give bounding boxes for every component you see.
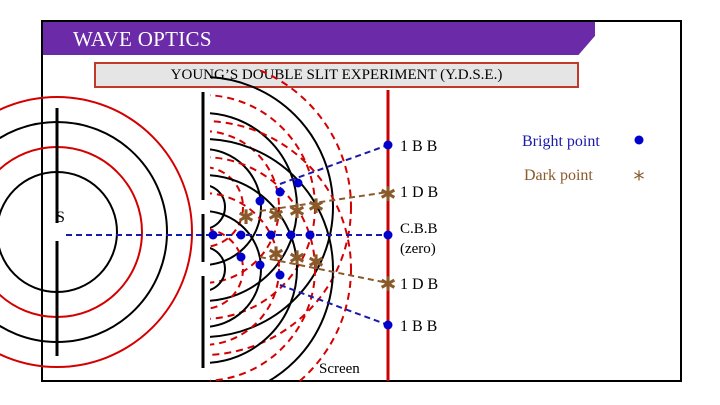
screen-label: Screen [319,361,360,377]
fringe-label-lower-bright: 1 B B [400,318,437,335]
fringe-label-upper-dark: 1 D B [400,184,438,201]
bright-point [305,230,315,240]
bright-point [236,230,246,240]
dark-point: ✱ [380,272,397,296]
bright-point [266,230,276,240]
bright-point [236,252,246,262]
dark-point: ✱ [289,199,306,223]
dark-point: ✱ [308,194,325,218]
ray-lower-bright [279,284,389,326]
legend: Bright point Dark point * [522,133,645,193]
slit-crest-arc [210,247,226,291]
slit-trough-arc [210,120,352,382]
bright-point [383,230,393,240]
dark-point: ✱ [289,246,306,270]
slit-crest-arc [210,174,298,364]
bright-point [383,140,393,150]
slit-trough-arc [210,130,280,284]
bright-points [208,140,393,330]
slit-trough-arc [210,166,244,248]
dark-point: ✱ [268,242,285,266]
source-label: S [56,209,65,226]
legend-dark-label: Dark point [524,167,593,184]
fringe-label-lower-dark: 1 D B [400,276,438,293]
ray-lower-dark [259,256,389,284]
legend-bright-label: Bright point [522,133,600,150]
dark-points: ✱ ✱ ✱ ✱✱ ✱ ✱✱✱ [238,182,397,296]
source-trough-arc [0,96,193,368]
bright-point [208,230,218,240]
source-wavefronts [0,96,193,368]
bright-point [255,196,265,206]
fringe-rays [259,144,389,326]
slit-trough-arc [210,70,352,356]
bright-point [383,320,393,330]
bright-point [255,260,265,270]
fringe-label-upper-bright: 1 B B [400,138,437,155]
slit-crest-arc [210,148,262,266]
bright-point [286,230,296,240]
legend-dark-star-icon: * [634,168,645,193]
title-banner: WAVE OPTICS [43,22,595,55]
bright-point [275,187,285,197]
subtitle-box: YOUNG’S DOUBLE SLIT EXPERIMENT (Y.D.S.E.… [94,62,579,88]
ray-upper-dark [259,191,389,212]
slide: WAVE OPTICS YOUNG’S DOUBLE SLIT EXPERIME… [41,20,682,382]
slit-crest-arc [210,185,226,229]
fringe-label-central: C.B.B [400,221,438,237]
bright-point [293,178,303,188]
slit-crest-arc [210,76,334,338]
dark-point: ✱ [268,203,285,227]
source-trough-arc [0,146,143,318]
slit-trough-arc [210,156,316,382]
slit-trough-arc [210,192,280,346]
legend-bright-dot-icon [634,135,644,145]
dark-point: ✱ [238,205,255,229]
slit-trough-arc [210,228,244,310]
bright-point [275,270,285,280]
slide-title: WAVE OPTICS [73,27,212,51]
ray-upper-bright [279,144,389,185]
dark-point: ✱ [308,250,325,274]
slit-crest-arc [210,138,334,382]
fringe-label-central-order: (zero) [400,241,436,257]
slit-trough-arc [210,94,316,320]
dark-point: ✱ [380,182,397,206]
